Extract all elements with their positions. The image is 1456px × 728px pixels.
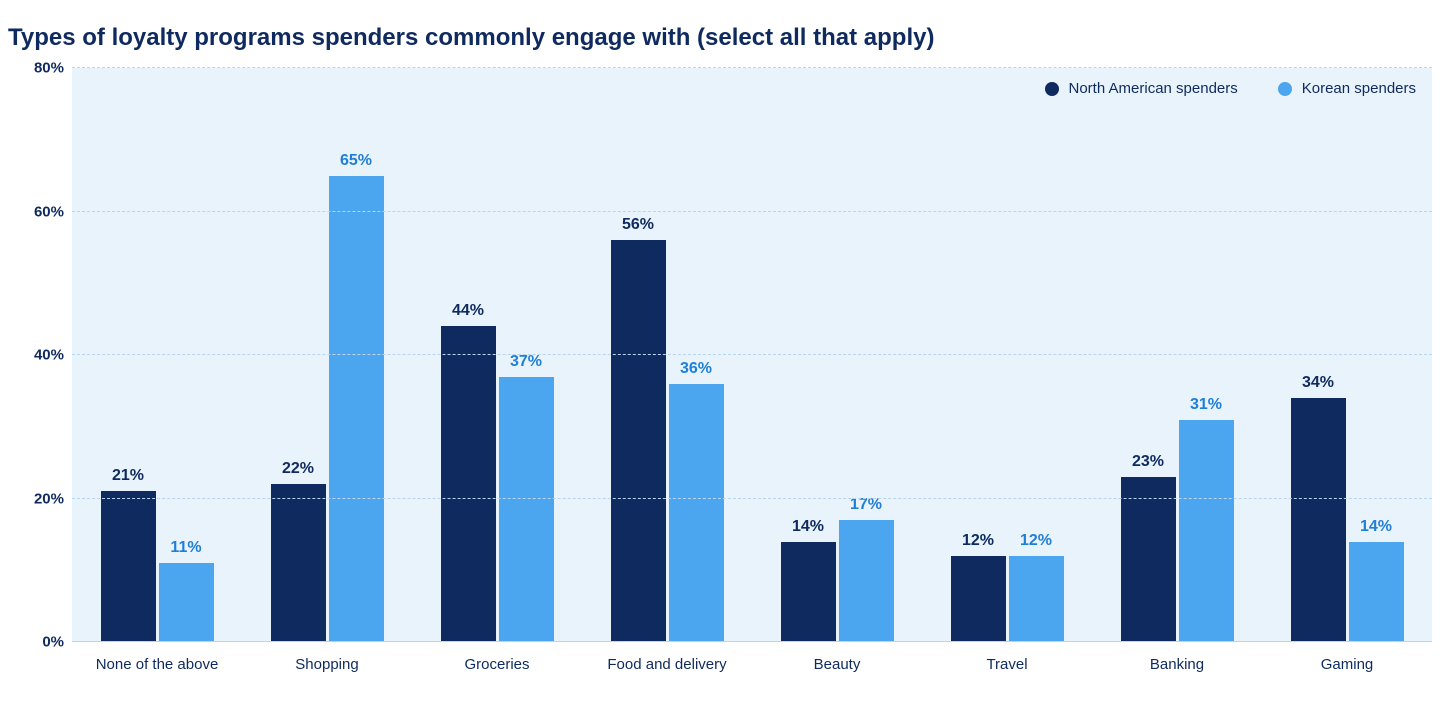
bar-value-label: 65%	[340, 152, 372, 170]
bar: 65%	[329, 176, 384, 642]
bar: 14%	[781, 542, 836, 642]
bar: 56%	[611, 240, 666, 642]
x-axis: None of the aboveShoppingGroceriesFood a…	[72, 642, 1432, 700]
x-category-label: Gaming	[1262, 642, 1432, 700]
bar-value-label: 12%	[962, 532, 994, 550]
bar-value-label: 34%	[1302, 374, 1334, 392]
bar-value-label: 56%	[622, 216, 654, 234]
grid-line	[72, 211, 1432, 212]
bar: 44%	[441, 326, 496, 642]
bar-group: 56%36%	[582, 68, 752, 642]
bar: 21%	[101, 491, 156, 642]
plot: North American spendersKorean spenders 2…	[72, 68, 1432, 700]
bar: 31%	[1179, 420, 1234, 642]
bar-value-label: 23%	[1132, 453, 1164, 471]
chart-container: Types of loyalty programs spenders commo…	[0, 0, 1456, 728]
y-tick-label: 20%	[34, 490, 64, 507]
bar-group: 44%37%	[412, 68, 582, 642]
bar-value-label: 17%	[850, 496, 882, 514]
x-category-label: Food and delivery	[582, 642, 752, 700]
y-tick-label: 0%	[42, 634, 64, 651]
y-tick-label: 80%	[34, 60, 64, 77]
bar: 23%	[1121, 477, 1176, 642]
x-category-label: Beauty	[752, 642, 922, 700]
bar-value-label: 12%	[1020, 532, 1052, 550]
bar-value-label: 37%	[510, 353, 542, 371]
bar-group: 22%65%	[242, 68, 412, 642]
grid-line	[72, 67, 1432, 68]
bar-group: 34%14%	[1262, 68, 1432, 642]
bar: 12%	[951, 556, 1006, 642]
bar-value-label: 44%	[452, 302, 484, 320]
grid-line	[72, 354, 1432, 355]
x-category-label: Groceries	[412, 642, 582, 700]
bar: 14%	[1349, 542, 1404, 642]
bar-group: 21%11%	[72, 68, 242, 642]
bar-value-label: 14%	[792, 518, 824, 536]
x-category-label: Shopping	[242, 642, 412, 700]
bar: 37%	[499, 377, 554, 642]
bar: 12%	[1009, 556, 1064, 642]
bar-group: 23%31%	[1092, 68, 1262, 642]
plot-area: North American spendersKorean spenders 2…	[72, 68, 1432, 642]
bar-value-label: 36%	[680, 360, 712, 378]
plot-outer: 0%20%40%60%80% North American spendersKo…	[8, 68, 1432, 700]
bar-value-label: 31%	[1190, 396, 1222, 414]
chart-title: Types of loyalty programs spenders commo…	[8, 24, 1432, 52]
bar-group: 14%17%	[752, 68, 922, 642]
bar: 11%	[159, 563, 214, 642]
bar: 36%	[669, 384, 724, 642]
x-category-label: Banking	[1092, 642, 1262, 700]
bar-groups: 21%11%22%65%44%37%56%36%14%17%12%12%23%3…	[72, 68, 1432, 642]
bar-value-label: 21%	[112, 467, 144, 485]
y-tick-label: 40%	[34, 347, 64, 364]
bar: 34%	[1291, 398, 1346, 642]
bar-value-label: 14%	[1360, 518, 1392, 536]
x-category-label: None of the above	[72, 642, 242, 700]
bar-group: 12%12%	[922, 68, 1092, 642]
y-axis: 0%20%40%60%80%	[8, 68, 72, 642]
bar: 17%	[839, 520, 894, 642]
y-tick-label: 60%	[34, 203, 64, 220]
bar: 22%	[271, 484, 326, 642]
grid-line	[72, 498, 1432, 499]
bar-value-label: 22%	[282, 460, 314, 478]
x-category-label: Travel	[922, 642, 1092, 700]
bar-value-label: 11%	[170, 539, 201, 557]
